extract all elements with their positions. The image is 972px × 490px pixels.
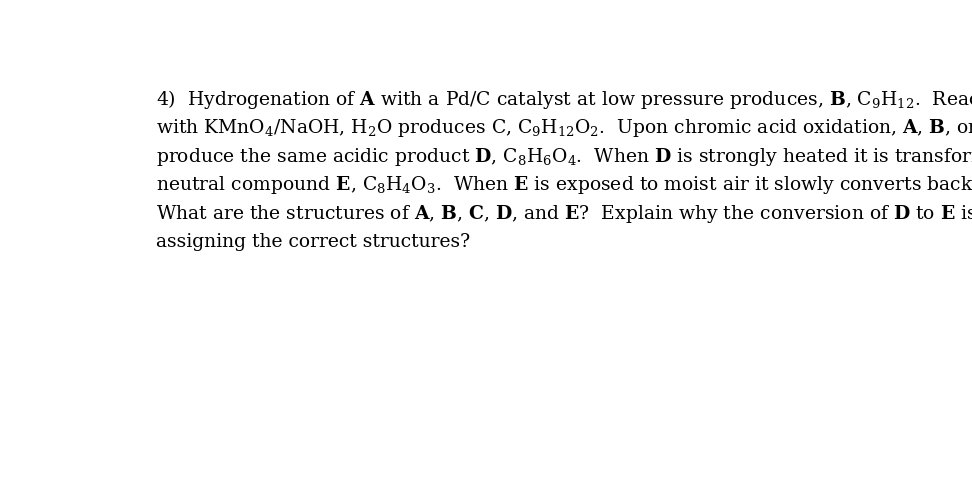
Text: neutral compound $\mathbf{E}$, C$_{8}$H$_{4}$O$_{3}$.  When $\mathbf{E}$ is expo: neutral compound $\mathbf{E}$, C$_{8}$H$… xyxy=(156,174,972,196)
Text: assigning the correct structures?: assigning the correct structures? xyxy=(156,233,470,251)
Text: with KMnO$_{4}$/NaOH, H$_{2}$O produces C, C$_{9}$H$_{12}$O$_{2}$.  Upon chromic: with KMnO$_{4}$/NaOH, H$_{2}$O produces … xyxy=(156,118,972,140)
Text: produce the same acidic product $\mathbf{D}$, C$_{8}$H$_{6}$O$_{4}$.  When $\mat: produce the same acidic product $\mathbf… xyxy=(156,146,972,168)
Text: 4)  Hydrogenation of $\mathbf{A}$ with a Pd/C catalyst at low pressure produces,: 4) Hydrogenation of $\mathbf{A}$ with a … xyxy=(156,88,972,111)
Text: What are the structures of $\mathbf{A}$, $\mathbf{B}$, $\mathbf{C}$, $\mathbf{D}: What are the structures of $\mathbf{A}$,… xyxy=(156,203,972,225)
